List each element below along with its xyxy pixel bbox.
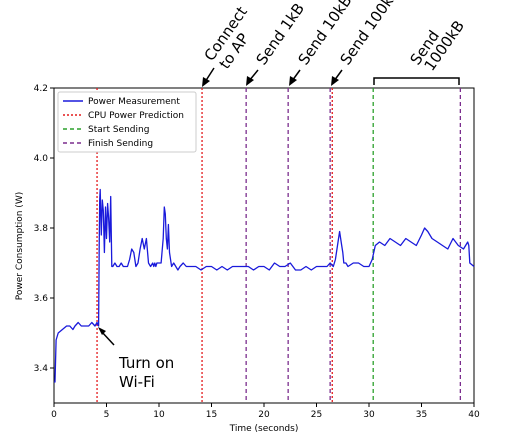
legend-label: Power Measurement <box>88 97 180 107</box>
x-tick-label: 5 <box>104 410 110 420</box>
arrowhead-icon <box>331 76 339 86</box>
x-tick-label: 15 <box>206 410 217 420</box>
legend-box <box>57 91 197 153</box>
y-tick-label: 3.6 <box>34 294 49 304</box>
x-tick-label: 20 <box>258 410 270 420</box>
legend-label: CPU Power Prediction <box>88 111 184 121</box>
x-tick-label: 30 <box>363 410 375 420</box>
arrowhead-icon <box>202 77 210 87</box>
y-tick-label: 3.4 <box>34 364 49 374</box>
series-line-power-measurement <box>54 188 475 383</box>
arrowhead-icon <box>246 76 254 86</box>
y-tick-label: 3.8 <box>34 224 49 234</box>
series-layer <box>54 188 475 383</box>
legend: Power Measurement CPU Power Prediction Sta… <box>57 91 197 153</box>
legend-label: Finish Sending <box>88 139 153 149</box>
annotation-connect-to-ap: Connect to AP <box>201 3 253 87</box>
y-tick-label: 4.0 <box>34 154 49 164</box>
annotation-text: Turn on <box>118 354 174 372</box>
arrowhead-icon <box>98 327 106 335</box>
y-axis-label: Power Consumption (W) <box>15 192 25 300</box>
bracket <box>373 77 460 85</box>
x-axis-label: Time (seconds) <box>229 424 299 434</box>
arrowhead-icon <box>289 76 297 86</box>
annotation-send-1000kb: Send 1000kB <box>373 17 468 85</box>
x-tick-label: 25 <box>311 410 322 420</box>
x-tick-label: 35 <box>416 410 427 420</box>
annotation-turn-on-wifi: Turn on Wi-Fi <box>98 327 174 391</box>
x-tick-label: 10 <box>153 410 165 420</box>
legend-label: Start Sending <box>88 125 149 135</box>
annotation-text: Wi-Fi <box>119 373 155 391</box>
x-tick-label: 40 <box>468 410 480 420</box>
x-tick-label: 0 <box>51 410 57 420</box>
tick-layer: 0 5 10 15 20 25 30 35 40 3.4 3.6 3.8 4.0 4.2 <box>34 84 480 420</box>
y-tick-label: 4.2 <box>34 84 48 94</box>
annotation-send-1kb: Send 1kB <box>246 0 308 86</box>
